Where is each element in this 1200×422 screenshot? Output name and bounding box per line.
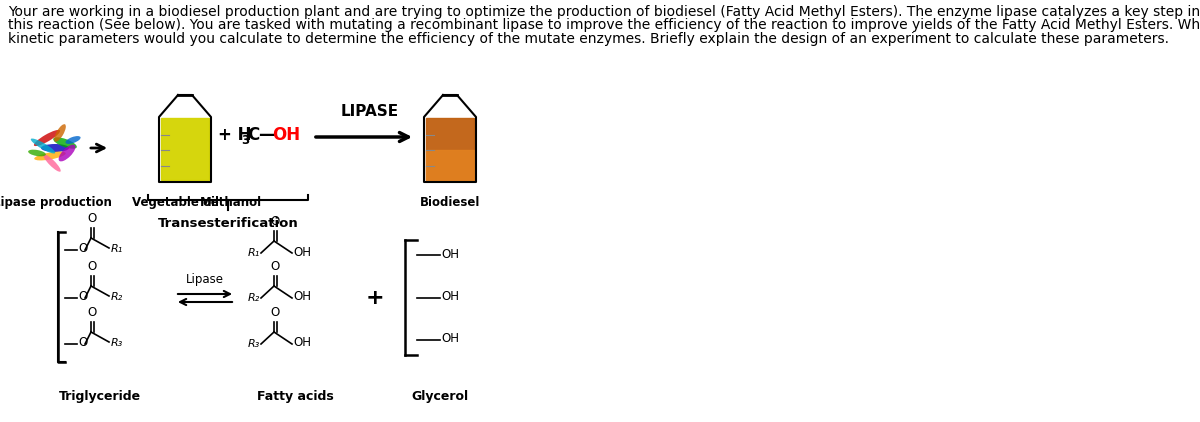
Text: O: O [78, 243, 88, 255]
Text: kinetic parameters would you calculate to determine the efficiency of the mutate: kinetic parameters would you calculate t… [8, 32, 1169, 46]
Text: R₁: R₁ [247, 248, 260, 258]
Text: +: + [366, 288, 384, 308]
Text: Vegetable oil: Vegetable oil [132, 196, 218, 209]
Text: Transesterification: Transesterification [157, 217, 299, 230]
Text: OH: OH [442, 290, 458, 303]
Text: 3: 3 [241, 133, 250, 146]
Ellipse shape [53, 137, 77, 149]
Polygon shape [426, 149, 474, 180]
Polygon shape [161, 118, 209, 180]
Text: Glycerol: Glycerol [412, 390, 468, 403]
Text: O: O [88, 212, 97, 225]
Text: —: — [258, 126, 275, 144]
Text: OH: OH [442, 247, 458, 260]
Ellipse shape [41, 144, 70, 152]
Text: R₃: R₃ [112, 338, 124, 348]
Text: Triglyceride: Triglyceride [59, 390, 142, 403]
Text: OH: OH [442, 333, 458, 346]
Text: O: O [88, 260, 97, 273]
Text: Methanol: Methanol [200, 196, 262, 209]
Text: Fatty acids: Fatty acids [257, 390, 334, 403]
Text: Lipase: Lipase [186, 273, 224, 286]
Text: this reaction (See below). You are tasked with mutating a recombinant lipase to : this reaction (See below). You are taske… [8, 19, 1200, 32]
Text: O: O [78, 336, 88, 349]
Ellipse shape [35, 151, 66, 160]
Text: + H: + H [218, 126, 252, 144]
Text: Lipase production: Lipase production [0, 196, 112, 209]
Ellipse shape [28, 150, 46, 156]
Text: O: O [270, 260, 280, 273]
Text: R₂: R₂ [112, 292, 124, 302]
Text: Your are working in a biodiesel production plant and are trying to optimize the : Your are working in a biodiesel producti… [8, 5, 1200, 19]
Polygon shape [426, 118, 474, 180]
Ellipse shape [66, 136, 80, 144]
Text: LIPASE: LIPASE [341, 105, 400, 119]
Text: OH: OH [293, 336, 311, 349]
Ellipse shape [43, 154, 61, 172]
Text: O: O [270, 215, 280, 228]
Text: R₃: R₃ [247, 339, 260, 349]
Text: R₂: R₂ [247, 293, 260, 303]
Text: R₁: R₁ [112, 244, 124, 254]
Ellipse shape [59, 145, 76, 161]
Ellipse shape [34, 130, 60, 146]
Text: Biodiesel: Biodiesel [420, 196, 480, 209]
Text: C: C [247, 126, 259, 144]
Text: OH: OH [272, 126, 300, 144]
Ellipse shape [54, 124, 66, 142]
Text: OH: OH [293, 290, 311, 303]
Text: O: O [88, 306, 97, 319]
Text: O: O [270, 306, 280, 319]
Text: OH: OH [293, 246, 311, 259]
Ellipse shape [31, 138, 55, 154]
Text: O: O [78, 290, 88, 303]
